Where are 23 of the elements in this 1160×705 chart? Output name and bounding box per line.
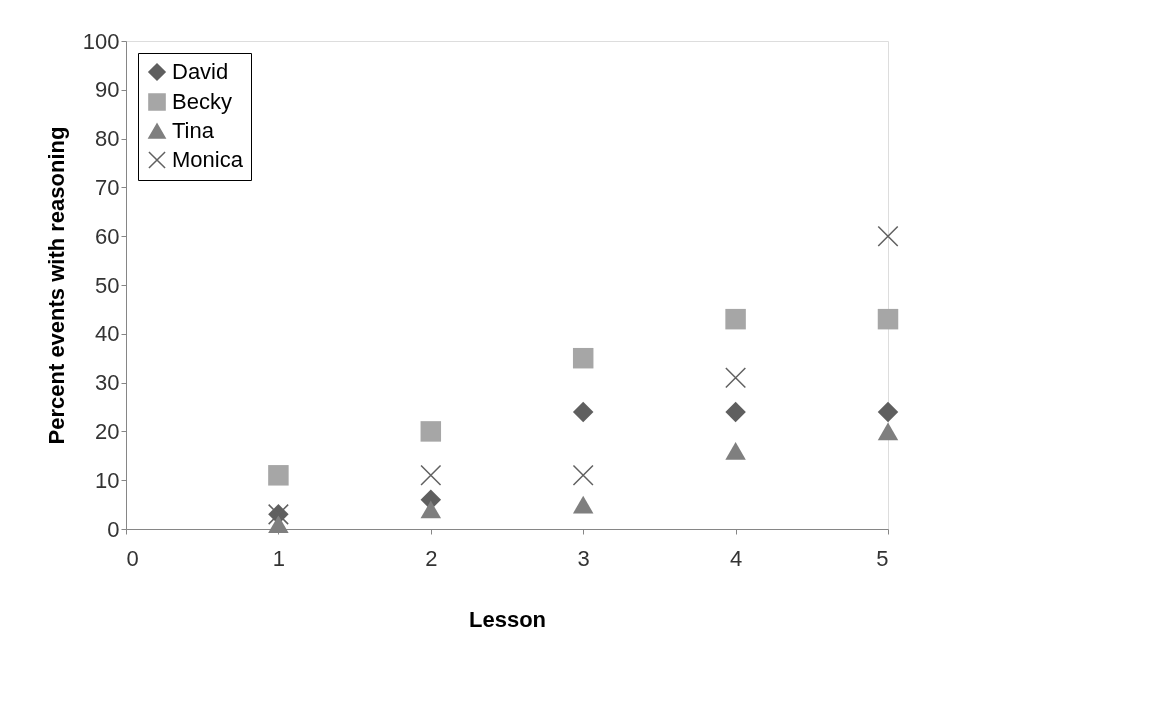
x-tick-label: 2: [425, 545, 438, 571]
legend-label: Becky: [172, 89, 232, 114]
y-tick-label: 40: [95, 321, 120, 347]
x-tick-label: 4: [729, 545, 743, 571]
y-tick-label: 70: [95, 174, 120, 200]
legend-label: Monica: [172, 147, 244, 172]
y-tick-label: 50: [95, 272, 120, 298]
x-tick-label: 3: [577, 545, 590, 571]
x-tick-label: 5: [876, 545, 889, 571]
x-tick-label: 1: [272, 545, 286, 571]
y-axis-title: Percent events with reasoning: [43, 126, 69, 445]
y-tick-label: 10: [95, 467, 120, 493]
y-tick-label: 100: [82, 28, 120, 54]
y-tick-label: 60: [95, 223, 120, 249]
y-tick-label: 0: [107, 516, 120, 542]
y-tick-label: 30: [95, 370, 120, 396]
y-tick-label: 80: [95, 126, 120, 152]
legend-label: Tina: [172, 118, 215, 143]
x-axis-title: Lesson: [468, 606, 547, 632]
x-tick-label: 0: [126, 545, 139, 571]
y-tick-label: 20: [95, 418, 120, 444]
legend-label: David: [172, 59, 229, 84]
y-tick-label: 90: [95, 77, 120, 103]
